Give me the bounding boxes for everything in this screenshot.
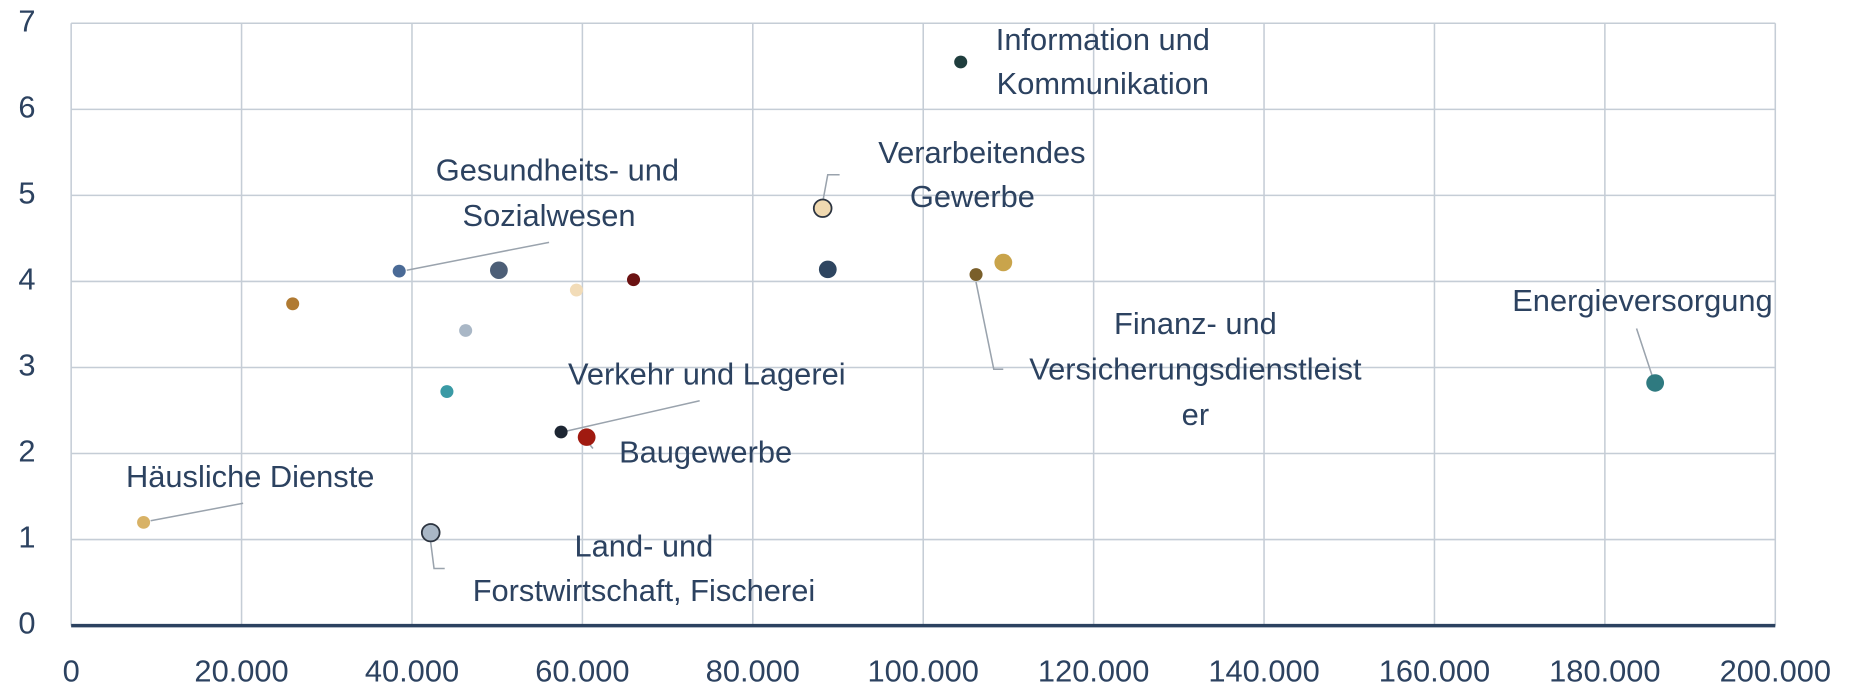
leader-line: [822, 173, 840, 201]
x-tick-label: 0: [63, 655, 80, 689]
bubble: [569, 283, 583, 297]
point-label: Versicherungsdienstleist: [1029, 353, 1362, 387]
point-label: Finanz- und: [1114, 307, 1277, 341]
point-label: Land- und: [575, 530, 714, 564]
point-label: Energieversorgung: [1512, 284, 1772, 318]
bubble: [577, 428, 596, 446]
y-tick-label: 3: [18, 349, 35, 383]
x-tick-label: 140.000: [1208, 655, 1319, 689]
bubble: [994, 253, 1013, 272]
point-label: Sozialwesen: [463, 199, 636, 233]
bubble: [489, 261, 508, 279]
point-label: Gewerbe: [910, 180, 1035, 214]
x-tick-label: 40.000: [365, 655, 459, 689]
y-tick-label: 6: [18, 91, 35, 125]
leader-line: [1635, 328, 1653, 376]
bubble: [1646, 374, 1665, 392]
bubble: [626, 273, 641, 287]
bubble: [137, 515, 151, 529]
leader-line: [975, 281, 1004, 371]
y-tick-label: 2: [18, 435, 35, 469]
point-label: er: [1182, 398, 1209, 432]
y-tick-label: 0: [18, 607, 35, 641]
point-label: Baugewerbe: [619, 436, 792, 470]
y-tick-label: 1: [18, 521, 35, 555]
point-label: Gesundheits- und: [436, 154, 679, 188]
bubble: [954, 55, 968, 69]
point-label: Kommunikation: [997, 67, 1209, 101]
point-label: Verarbeitendes: [878, 136, 1085, 170]
x-tick-label: 160.000: [1379, 655, 1490, 689]
bubble: [286, 297, 300, 311]
point-label: Verkehr und Lagerei: [568, 358, 846, 392]
bubble: [459, 324, 473, 337]
bubble: [969, 268, 983, 281]
x-tick-label: 80.000: [706, 655, 800, 689]
x-tick-label: 60.000: [535, 655, 629, 689]
bubble: [554, 425, 568, 439]
x-tick-label: 180.000: [1549, 655, 1660, 689]
bubble: [812, 198, 833, 218]
y-tick-label: 5: [18, 177, 35, 211]
y-tick-label: 4: [18, 263, 35, 297]
bubble: [392, 264, 406, 278]
x-tick-label: 20.000: [194, 655, 288, 689]
point-label: Forstwirtschaft, Fischerei: [473, 574, 815, 608]
leader-line: [566, 400, 700, 432]
x-tick-label: 200.000: [1720, 655, 1831, 689]
y-tick-label: 7: [18, 5, 35, 39]
leader-line: [150, 502, 244, 522]
x-tick-label: 120.000: [1038, 655, 1149, 689]
point-label: Häusliche Dienste: [126, 460, 374, 494]
leader-line: [429, 540, 445, 570]
bubble: [420, 523, 441, 543]
leader-line: [406, 241, 550, 272]
bubble: [818, 260, 837, 279]
bubble: [440, 385, 454, 398]
x-tick-label: 100.000: [868, 655, 979, 689]
point-label: Information und: [996, 23, 1210, 57]
